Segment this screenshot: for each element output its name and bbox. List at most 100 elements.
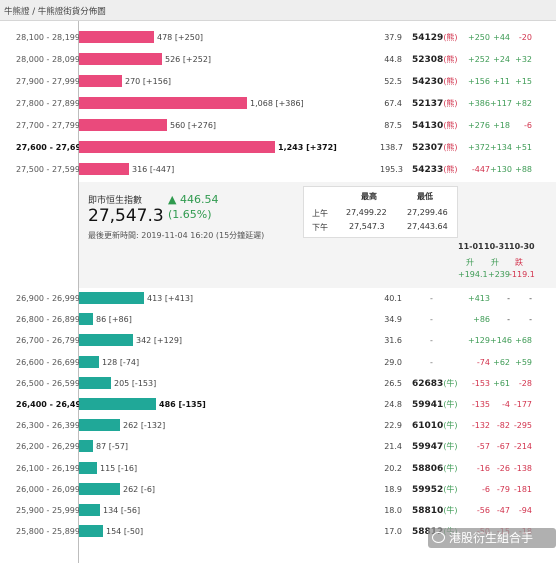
bull-bar — [79, 440, 93, 453]
index-points-value: 17.0 — [384, 527, 402, 537]
index-points-value: 24.8 — [384, 400, 402, 409]
warrant-code[interactable]: 54130(熊) — [412, 121, 458, 131]
bull-bar — [79, 334, 133, 347]
change-day2: -82 — [496, 421, 510, 431]
change-day3: -181 — [513, 484, 532, 494]
bull-row: 26,000 - 26,099 262 [-6] 18.9 59952(牛) -6 -79… — [0, 479, 556, 501]
change-day3: +68 — [515, 336, 532, 346]
warrant-code[interactable]: 52307(熊) — [412, 143, 458, 153]
strike-range: 27,700 - 27,799 — [16, 121, 80, 130]
warrant-code[interactable]: 58810(牛) — [412, 506, 458, 516]
index-change: ▲ 446.54 — [168, 193, 219, 206]
change-day3: +88 — [515, 165, 532, 174]
strike-range: 27,800 - 27,899 — [16, 99, 80, 108]
bear-row: 27,600 - 27,699 1,243 [+372] 138.7 52307(熊)… — [0, 137, 556, 159]
bull-row: 26,900 - 26,999 413 [+413] 40.1 - +413 - - — [0, 288, 556, 310]
bar-label: 270 [+156] — [125, 77, 172, 86]
index-points-value: 22.9 — [384, 421, 402, 431]
change-day3: +15 — [515, 77, 532, 86]
change-day1: +252 — [468, 55, 490, 64]
index-points-value: 18.9 — [384, 484, 402, 494]
direction-label: 升 — [466, 258, 474, 267]
warrant-code[interactable]: 59947(牛) — [412, 442, 458, 453]
bull-row: 26,800 - 26,899 86 [+86] 34.9 - +86 - - — [0, 309, 556, 331]
bull-bar — [79, 398, 156, 410]
change-day1: +129 — [468, 336, 490, 346]
warrant-code[interactable]: 52137(熊) — [412, 99, 458, 109]
bull-row: 26,700 - 26,799 342 [+129] 31.6 - +129 +146 +6… — [0, 330, 556, 352]
index-points-value: 87.5 — [384, 121, 402, 130]
index-level: 27,547.3 — [88, 206, 164, 226]
bull-row: 26,100 - 26,199 115 [-16] 20.2 58806(牛) -16-… — [0, 458, 556, 480]
bar-label: 560 [+276] — [170, 121, 217, 130]
change-day3: - — [529, 294, 532, 303]
warrant-code[interactable]: 54233(熊) — [412, 165, 458, 175]
index-title: 即市恒生指數 — [88, 196, 143, 206]
strike-range: 25,800 - 25,899 — [16, 527, 80, 537]
warrant-code[interactable]: 62683(牛) — [412, 378, 458, 389]
strike-range: 26,800 - 26,899 — [16, 315, 80, 325]
bull-row: 26,500 - 26,599 205 [-153] 26.5 62683(牛) -15… — [0, 373, 556, 395]
index-points-value: 138.7 — [380, 143, 403, 152]
index-points-value: 31.6 — [384, 336, 402, 346]
change-day1: +156 — [468, 77, 490, 86]
change-day3: -28 — [518, 378, 532, 388]
bull-bar — [79, 313, 93, 326]
change-day2: +44 — [493, 33, 510, 42]
change-day3: -94 — [518, 506, 532, 515]
bear-row: 27,700 - 27,799 560 [+276] 87.5 54130(熊) +27… — [0, 115, 556, 137]
bear-bar — [79, 141, 275, 153]
strike-range: 27,900 - 27,999 — [16, 77, 80, 86]
strike-range: 26,700 - 26,799 — [16, 336, 80, 346]
breadcrumb: 牛熊證 / 牛熊證街貨分佈圖 — [0, 0, 556, 21]
bull-row: 26,200 - 26,299 87 [-57] 21.4 59947(牛) -57 -6… — [0, 436, 556, 458]
change-day1: +276 — [468, 121, 490, 130]
bar-label: 1,068 [+386] — [250, 99, 304, 108]
strike-range: 26,100 - 26,199 — [16, 463, 80, 473]
change-day1: -447 — [471, 165, 490, 174]
bar-label: 342 [+129] — [136, 336, 183, 346]
chart-axis-line — [78, 21, 79, 563]
bear-bar — [79, 119, 167, 131]
warrant-code[interactable]: 59941(牛) — [412, 400, 458, 410]
pm-label: 下午 — [312, 223, 328, 232]
index-points-value: 34.9 — [384, 315, 402, 325]
breadcrumb-text: 牛熊證 / 牛熊證街貨分佈圖 — [4, 7, 106, 17]
strike-range: 28,100 - 28,199 — [16, 33, 80, 42]
change-day1: -135 — [471, 400, 490, 409]
bar-label: 128 [-74] — [102, 357, 140, 367]
bear-row: 27,800 - 27,899 1,068 [+386] 67.4 52137(熊) +… — [0, 93, 556, 115]
bull-row: 26,400 - 26,499 486 [-135] 24.8 59941(牛) -13… — [0, 394, 556, 416]
warrant-code[interactable]: 54230(熊) — [412, 77, 458, 87]
bar-label: 1,243 [+372] — [278, 143, 337, 152]
warrant-code[interactable]: 54129(熊) — [412, 33, 458, 43]
strike-range: 26,500 - 26,599 — [16, 378, 80, 388]
strike-range: 26,000 - 26,099 — [16, 484, 80, 494]
high-low-table: 最高 最低 上午 27,499.22 27,299.46 下午 27,547.3… — [303, 186, 458, 238]
chat-icon — [432, 532, 445, 543]
bull-bar — [79, 525, 103, 538]
strike-range: 26,400 - 26,499 — [16, 400, 87, 409]
change-day2: -4 — [502, 400, 510, 409]
warrant-code[interactable]: 61010(牛) — [412, 421, 458, 432]
bear-bar — [79, 97, 247, 109]
bull-bar — [79, 355, 99, 368]
date-header: 10-31 — [484, 242, 510, 251]
bull-bar — [79, 504, 100, 516]
index-points-value: 20.2 — [384, 463, 402, 473]
warrant-code[interactable]: 59952(牛) — [412, 484, 458, 495]
warrant-code[interactable]: 58806(牛) — [412, 463, 458, 474]
warrant-code-empty: - — [430, 336, 433, 346]
bull-bar — [79, 461, 97, 474]
change-day2: - — [507, 315, 510, 325]
bull-bar — [79, 482, 120, 495]
warrant-code[interactable]: 52308(熊) — [412, 55, 458, 65]
total-change: +239 — [488, 270, 510, 279]
bull-row: 26,600 - 26,699 128 [-74] 29.0 - -74 +62 +59 — [0, 352, 556, 374]
change-day2: +11 — [493, 77, 510, 86]
total-change: +194.1 — [458, 270, 488, 279]
date-header: 10-30 — [509, 242, 535, 251]
strike-range: 25,900 - 25,999 — [16, 506, 80, 515]
change-day2: +130 — [490, 165, 512, 174]
watermark: 港股衍生組合手 — [428, 528, 556, 548]
